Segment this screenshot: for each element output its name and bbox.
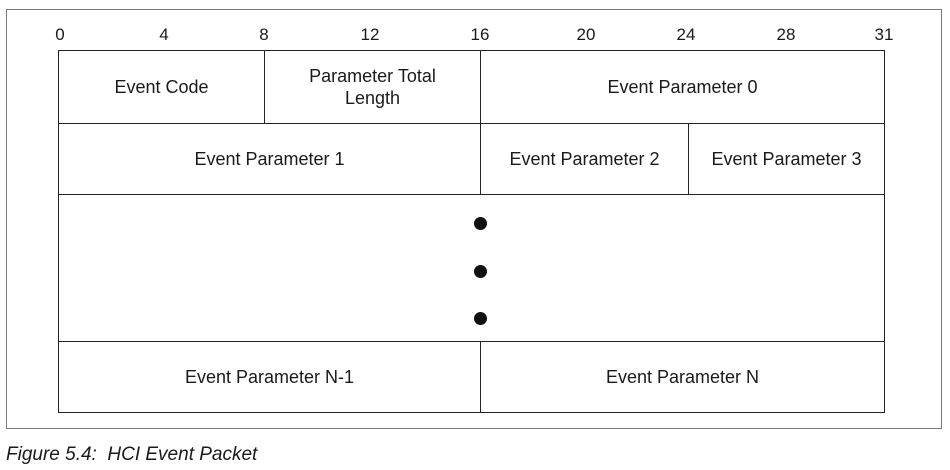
bit-label-16: 16 bbox=[470, 25, 490, 44]
event-code-label: Event Code bbox=[114, 77, 209, 97]
parameter-total-length-label-line1: Parameter Total bbox=[309, 66, 436, 86]
event-parameter-n-minus-1-label: Event Parameter N-1 bbox=[184, 367, 355, 387]
event-parameter-n-label: Event Parameter N bbox=[605, 367, 760, 387]
bit-label-24: 24 bbox=[676, 25, 696, 44]
bit-label-0: 0 bbox=[55, 25, 65, 44]
figure-caption: Figure 5.4: HCI Event Packet bbox=[6, 444, 258, 465]
bit-label-31: 31 bbox=[874, 25, 894, 44]
bit-label-12: 12 bbox=[360, 25, 380, 44]
ellipsis-row bbox=[58, 194, 885, 342]
event-parameter-n-field: Event Parameter N bbox=[480, 341, 885, 413]
event-parameter-2-label: Event Parameter 2 bbox=[509, 149, 660, 169]
parameter-total-length-field: Parameter Total Length bbox=[264, 50, 481, 124]
event-parameter-3-field: Event Parameter 3 bbox=[688, 123, 885, 195]
event-parameter-0-label: Event Parameter 0 bbox=[607, 77, 758, 97]
event-parameter-2-field: Event Parameter 2 bbox=[480, 123, 689, 195]
bit-label-20: 20 bbox=[576, 25, 596, 44]
bit-label-8: 8 bbox=[259, 25, 269, 44]
event-parameter-n-minus-1-field: Event Parameter N-1 bbox=[58, 341, 481, 413]
ellipsis-dot-1 bbox=[474, 217, 487, 230]
parameter-total-length-label-line2: Length bbox=[344, 88, 401, 108]
event-parameter-3-label: Event Parameter 3 bbox=[711, 149, 862, 169]
ellipsis-dot-3 bbox=[474, 312, 487, 325]
event-parameter-0-field: Event Parameter 0 bbox=[480, 50, 885, 124]
bit-label-28: 28 bbox=[776, 25, 796, 44]
event-parameter-1-field: Event Parameter 1 bbox=[58, 123, 481, 195]
event-parameter-1-label: Event Parameter 1 bbox=[194, 149, 345, 169]
event-code-field: Event Code bbox=[58, 50, 265, 124]
bit-label-4: 4 bbox=[159, 25, 169, 44]
ellipsis-dot-2 bbox=[474, 265, 487, 278]
